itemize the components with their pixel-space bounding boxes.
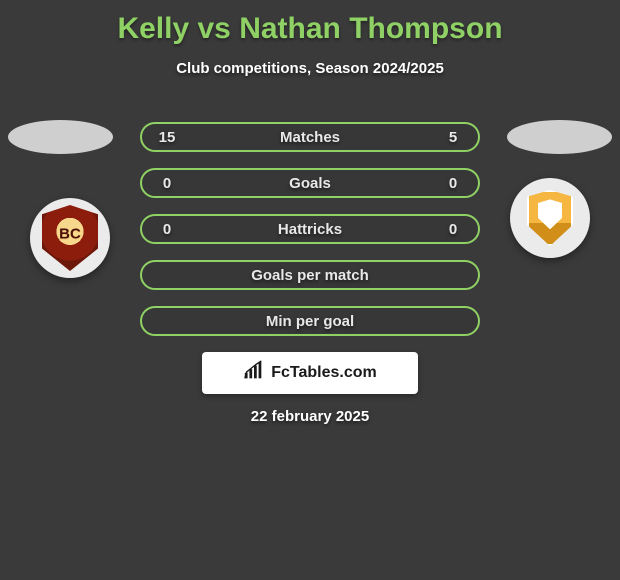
bar-chart-icon	[243, 360, 265, 387]
stat-row: 0 Hattricks 0	[140, 214, 480, 244]
stat-row: 0 Goals 0	[140, 168, 480, 198]
stat-label: Hattricks	[180, 221, 440, 238]
mkdons-crest-icon	[520, 188, 580, 248]
stat-label: Goals per match	[180, 267, 440, 284]
stat-left-value: 0	[154, 175, 180, 192]
stat-row: Min per goal	[140, 306, 480, 336]
right-player-ellipse	[507, 120, 612, 154]
brand-label: FcTables.com	[271, 364, 377, 382]
stat-label: Goals	[180, 175, 440, 192]
footer-date: 22 february 2025	[0, 408, 620, 425]
stat-right-value: 0	[440, 175, 466, 192]
stat-label: Min per goal	[180, 313, 440, 330]
bradford-crest-icon	[42, 205, 98, 271]
stat-left-value: 0	[154, 221, 180, 238]
right-team-badge	[510, 178, 590, 258]
left-player-ellipse	[8, 120, 113, 154]
stat-label: Matches	[180, 129, 440, 146]
stat-left-value: 15	[154, 129, 180, 146]
stat-right-value: 5	[440, 129, 466, 146]
stat-row: Goals per match	[140, 260, 480, 290]
stat-row: 15 Matches 5	[140, 122, 480, 152]
brand-card[interactable]: FcTables.com	[202, 352, 418, 394]
page-subtitle: Club competitions, Season 2024/2025	[0, 60, 620, 77]
page-title: Kelly vs Nathan Thompson	[0, 0, 620, 46]
stat-right-value: 0	[440, 221, 466, 238]
stats-container: 15 Matches 5 0 Goals 0 0 Hattricks 0 Goa…	[140, 122, 480, 352]
left-team-badge	[30, 198, 110, 278]
